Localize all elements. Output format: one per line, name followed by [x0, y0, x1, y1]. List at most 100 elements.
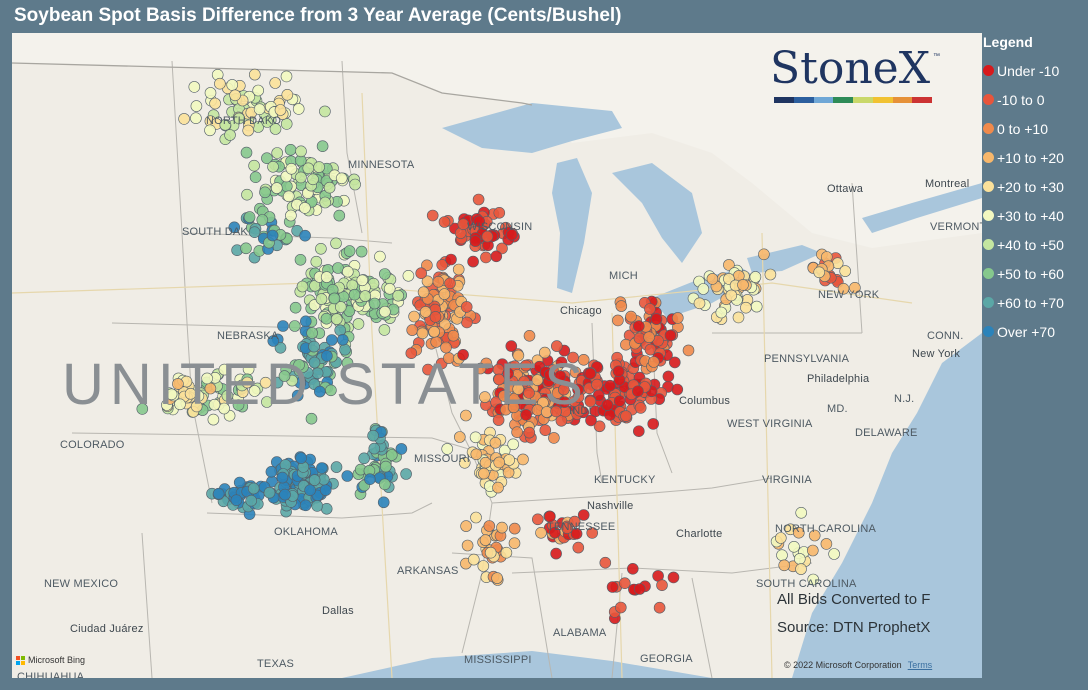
bid-dot[interactable] — [242, 124, 254, 137]
bid-dot[interactable] — [281, 88, 294, 101]
bid-dot[interactable] — [452, 263, 465, 276]
bid-dot[interactable] — [302, 162, 315, 175]
bid-dot[interactable] — [807, 573, 820, 586]
bid-dot[interactable] — [364, 473, 376, 486]
bid-dot[interactable] — [243, 211, 256, 223]
bid-dot[interactable] — [697, 283, 710, 295]
bid-dot[interactable] — [356, 274, 369, 287]
bid-dot[interactable] — [469, 431, 482, 444]
bid-dot[interactable] — [632, 425, 645, 438]
bid-dot[interactable] — [849, 282, 861, 294]
bid-dot[interactable] — [270, 182, 283, 194]
bid-dot[interactable] — [136, 403, 149, 415]
bid-dot[interactable] — [184, 387, 197, 400]
bid-dot[interactable] — [604, 379, 616, 392]
bid-dot[interactable] — [461, 539, 474, 552]
bid-dot[interactable] — [279, 488, 291, 501]
bid-dot[interactable] — [492, 414, 505, 426]
bid-dot[interactable] — [558, 396, 571, 408]
bid-dot[interactable] — [613, 395, 626, 407]
bid-dot[interactable] — [749, 271, 762, 283]
bid-dot[interactable] — [633, 332, 646, 345]
bid-dot[interactable] — [368, 442, 381, 455]
bid-dot[interactable] — [570, 527, 583, 540]
bid-dot[interactable] — [750, 300, 763, 313]
bid-dot[interactable] — [647, 418, 660, 430]
bid-dot[interactable] — [256, 214, 269, 226]
bid-dot[interactable] — [240, 242, 252, 255]
bid-dot[interactable] — [308, 474, 321, 486]
bid-dot[interactable] — [308, 356, 321, 369]
bid-dot[interactable] — [294, 254, 307, 266]
bid-dot[interactable] — [568, 515, 581, 528]
bid-dot[interactable] — [348, 288, 361, 301]
bid-dot[interactable] — [591, 378, 603, 391]
bid-dot[interactable] — [219, 119, 232, 131]
bid-dot[interactable] — [249, 171, 262, 183]
bid-dot[interactable] — [405, 347, 418, 360]
bid-dot[interactable] — [224, 129, 236, 141]
bid-dot[interactable] — [792, 526, 805, 539]
bid-dot[interactable] — [538, 346, 551, 359]
bid-dot[interactable] — [247, 482, 260, 495]
bid-dot[interactable] — [378, 478, 391, 491]
bid-dot[interactable] — [620, 410, 632, 422]
legend-item[interactable]: Over +70 — [983, 317, 1088, 346]
bid-dot[interactable] — [473, 215, 486, 228]
bid-dot[interactable] — [240, 146, 253, 159]
bid-dot[interactable] — [422, 363, 434, 376]
bid-dot[interactable] — [336, 333, 349, 346]
bid-dot[interactable] — [332, 262, 344, 274]
bid-dot[interactable] — [269, 123, 282, 135]
bid-dot[interactable] — [190, 400, 203, 413]
bid-dot[interactable] — [321, 350, 333, 362]
bid-dot[interactable] — [316, 462, 328, 474]
bid-dot[interactable] — [523, 426, 536, 439]
bid-dot[interactable] — [307, 173, 319, 186]
bid-dot[interactable] — [295, 171, 307, 184]
bid-dot[interactable] — [650, 313, 663, 325]
bid-dot[interactable] — [291, 389, 304, 402]
bid-dot[interactable] — [632, 385, 644, 398]
bid-dot[interactable] — [174, 398, 186, 411]
bid-dot[interactable] — [323, 181, 336, 194]
bid-dot[interactable] — [288, 320, 301, 332]
bid-dot[interactable] — [305, 412, 318, 425]
bid-dot[interactable] — [531, 513, 544, 526]
bid-dot[interactable] — [492, 481, 504, 494]
bid-dot[interactable] — [634, 402, 647, 414]
bid-dot[interactable] — [190, 112, 202, 124]
bid-dot[interactable] — [612, 365, 625, 378]
bid-dot[interactable] — [740, 301, 752, 314]
bid-dot[interactable] — [625, 310, 637, 323]
bid-dot[interactable] — [383, 283, 396, 295]
bid-dot[interactable] — [248, 226, 261, 238]
bid-dot[interactable] — [550, 405, 562, 418]
bid-dot[interactable] — [461, 316, 473, 329]
bid-dot[interactable] — [593, 420, 606, 433]
bid-dot[interactable] — [474, 362, 487, 375]
bid-dot[interactable] — [221, 389, 234, 402]
bid-dot[interactable] — [299, 202, 311, 214]
bid-dot[interactable] — [460, 520, 472, 532]
bid-dot[interactable] — [233, 112, 245, 125]
bid-dot[interactable] — [671, 383, 684, 396]
bid-dot[interactable] — [585, 414, 597, 427]
bid-dot[interactable] — [507, 438, 520, 451]
bid-dot[interactable] — [269, 77, 282, 89]
bid-dot[interactable] — [285, 163, 298, 175]
bid-dot[interactable] — [612, 314, 624, 327]
bid-dot[interactable] — [209, 97, 221, 110]
bid-dot[interactable] — [523, 387, 535, 399]
bid-dot[interactable] — [432, 276, 445, 288]
bid-dot[interactable] — [252, 84, 264, 97]
bid-dot[interactable] — [467, 553, 480, 566]
bid-dot[interactable] — [470, 511, 482, 524]
bid-dot[interactable] — [280, 70, 293, 83]
terms-link[interactable]: Terms — [907, 660, 933, 670]
legend-item[interactable]: +60 to +70 — [983, 288, 1088, 317]
bid-dot[interactable] — [349, 178, 361, 191]
bid-dot[interactable] — [395, 443, 408, 455]
bid-dot[interactable] — [502, 367, 514, 380]
bid-dot[interactable] — [315, 293, 328, 305]
